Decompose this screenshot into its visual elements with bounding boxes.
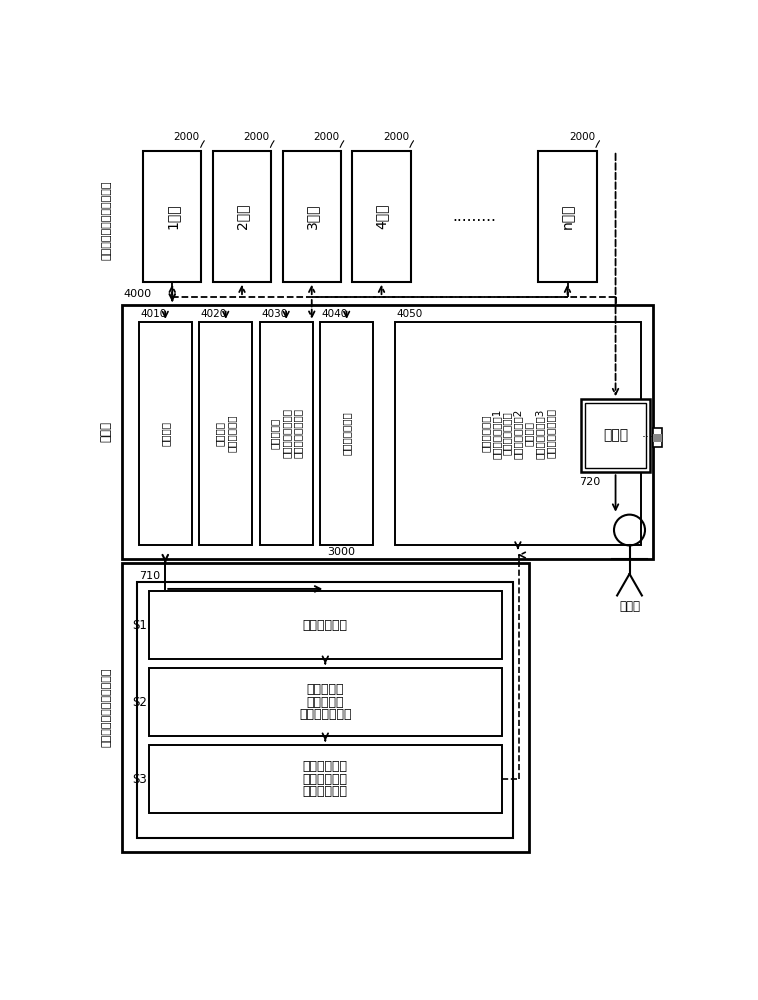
- Text: 输出部: 输出部: [603, 429, 628, 443]
- Text: 对照品数据: 对照品数据: [270, 418, 280, 449]
- Text: 或者阴性的: 或者阴性的: [306, 696, 344, 709]
- Text: 4000: 4000: [124, 289, 152, 299]
- Bar: [653, 428, 662, 447]
- Text: 检体分析装置侧（用户侧）: 检体分析装置侧（用户侧）: [102, 180, 111, 260]
- Text: 精度管理数据: 精度管理数据: [302, 760, 348, 773]
- Text: ・精度管理信息1: ・精度管理信息1: [491, 408, 501, 459]
- Text: 720: 720: [579, 477, 600, 487]
- Bar: [149, 591, 502, 659]
- Bar: [653, 434, 662, 442]
- Text: 2000: 2000: [569, 132, 595, 142]
- Bar: [137, 582, 513, 838]
- Text: 精度管理数据: 精度管理数据: [481, 415, 490, 452]
- Text: 4020: 4020: [201, 309, 227, 319]
- Text: 生成能够比较: 生成能够比较: [302, 785, 348, 798]
- Text: 2000: 2000: [313, 132, 340, 142]
- Text: 2000: 2000: [174, 132, 200, 142]
- Bar: [538, 151, 597, 282]
- Text: S2: S2: [132, 696, 147, 709]
- Text: （比例＋指标）: （比例＋指标）: [502, 412, 512, 455]
- Text: 4号机: 4号机: [374, 204, 389, 229]
- Text: 2000: 2000: [383, 132, 409, 142]
- Bar: [352, 151, 411, 282]
- Text: 3000: 3000: [327, 547, 355, 557]
- Bar: [199, 322, 252, 545]
- Bar: [260, 322, 312, 545]
- Text: ・精度管理信息2: ・精度管理信息2: [513, 408, 523, 459]
- Text: 比例的指标: 比例的指标: [306, 683, 344, 696]
- Bar: [122, 563, 529, 852]
- Bar: [122, 305, 653, 559]
- Text: 710: 710: [139, 571, 160, 581]
- Text: S1: S1: [132, 619, 147, 632]
- Text: 生成装置侧（服务中心侧）: 生成装置侧（服务中心侧）: [102, 667, 111, 747]
- Text: 操作者: 操作者: [619, 600, 640, 613]
- Bar: [585, 403, 646, 468]
- Text: 4040: 4040: [322, 309, 348, 319]
- Bar: [143, 151, 202, 282]
- Text: ・校准线数据: ・校准线数据: [227, 415, 236, 452]
- Text: 4030: 4030: [262, 309, 287, 319]
- Bar: [395, 322, 641, 545]
- Text: （校准线的斜率）: （校准线的斜率）: [546, 408, 556, 458]
- Text: 1号机: 1号机: [165, 203, 179, 229]
- Text: 校准数据: 校准数据: [215, 421, 225, 446]
- Text: n号机: n号机: [560, 204, 575, 229]
- Bar: [139, 322, 192, 545]
- Text: 生成基于阳性性: 生成基于阳性性: [299, 708, 352, 721]
- Bar: [283, 151, 341, 282]
- Text: （上升）: （上升）: [524, 421, 534, 446]
- Text: 比例和指标的: 比例和指标的: [302, 773, 348, 786]
- Text: 2000: 2000: [243, 132, 270, 142]
- Text: ・精度管理信息3: ・精度管理信息3: [534, 408, 544, 459]
- Text: 4050: 4050: [396, 309, 422, 319]
- Text: 判定结果: 判定结果: [160, 421, 171, 446]
- Text: .........: .........: [453, 209, 496, 224]
- Text: ・阳性对照品数据: ・阳性对照品数据: [281, 408, 291, 458]
- Text: 判定结果获取: 判定结果获取: [302, 619, 348, 632]
- Bar: [321, 322, 373, 545]
- Bar: [149, 745, 502, 813]
- Bar: [581, 399, 650, 472]
- Text: 3号机: 3号机: [305, 204, 319, 229]
- Text: S3: S3: [133, 773, 147, 786]
- Bar: [149, 668, 502, 736]
- Text: 2号机: 2号机: [235, 204, 249, 229]
- Text: 测量部动作数据: 测量部动作数据: [342, 412, 352, 455]
- Bar: [213, 151, 271, 282]
- Text: 4010: 4010: [140, 309, 167, 319]
- Text: ・阴性对照品数据: ・阴性对照品数据: [293, 408, 302, 458]
- Text: ...: ...: [641, 427, 653, 440]
- Text: 服务器: 服务器: [100, 421, 113, 442]
